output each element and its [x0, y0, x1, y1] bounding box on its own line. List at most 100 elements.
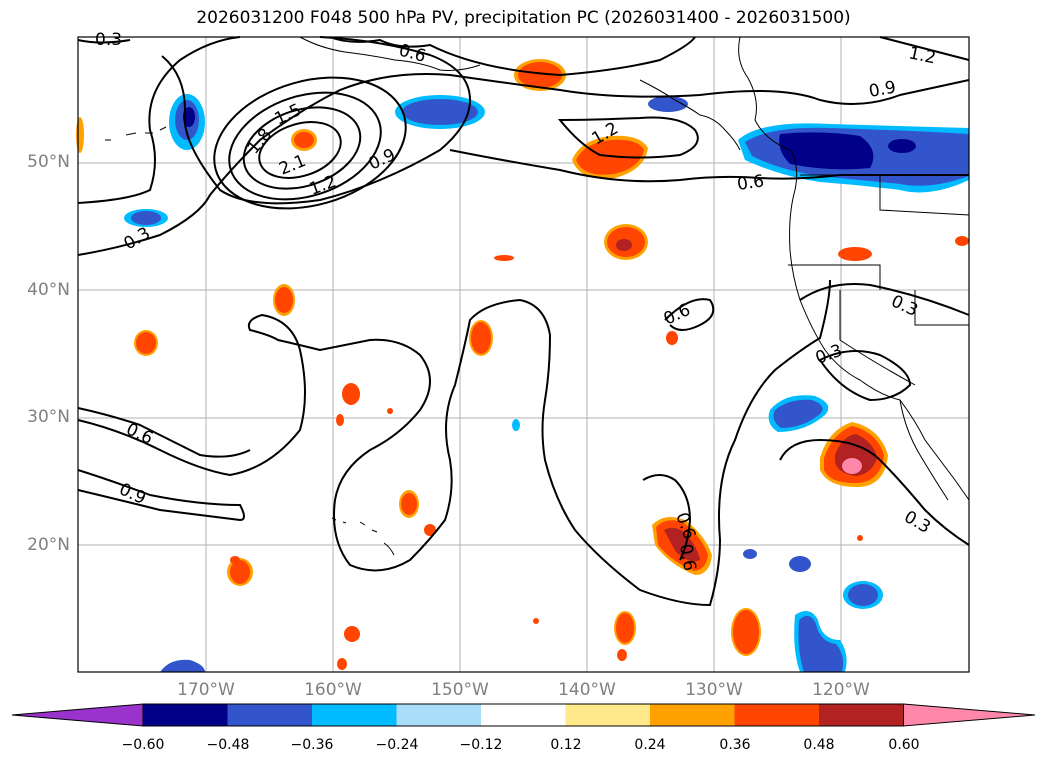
precip-blob: [576, 139, 644, 175]
pv-contour: [329, 36, 696, 77]
colorbar-tick-label: −0.12: [459, 737, 503, 753]
pv-contour: [642, 474, 692, 561]
map-frame: [77, 36, 970, 673]
precip-blob: [183, 107, 195, 127]
precip-blob: [471, 322, 491, 354]
precip-blob: [955, 236, 969, 246]
aleutian-islands: [105, 126, 167, 141]
pv-contour: [242, 106, 362, 190]
pv-contour: [879, 36, 970, 61]
contour-label: 0.6: [675, 542, 699, 572]
precip-blob: [857, 535, 863, 541]
lon-label-150w: 150°W: [431, 680, 489, 700]
precip-blob: [773, 399, 823, 428]
precip-blob: [666, 331, 678, 345]
lon-label-160w: 160°W: [304, 680, 362, 700]
contour-label: 0.9: [867, 78, 897, 102]
precip-blob: [512, 419, 520, 431]
contour-label: 0.3: [901, 507, 934, 538]
precip-blob: [342, 383, 360, 405]
colorbar-segment: [312, 704, 397, 726]
precip-blob: [888, 139, 916, 153]
colorbar-tick-label: 0.60: [888, 737, 920, 753]
pv-contour: [77, 39, 131, 44]
precip-blob: [842, 458, 862, 474]
precip-blob: [131, 211, 161, 225]
contour-label: 0.9: [366, 145, 399, 175]
precip-blob: [733, 610, 759, 654]
lon-label-120w: 120°W: [812, 680, 870, 700]
colorbar-segment: [143, 704, 228, 726]
precip-blob: [798, 615, 844, 672]
precip-blob: [648, 96, 688, 112]
map-plot[interactable]: 0.3 0.6 1.2 1.5 1.8 2.1 1.2 0.9 1.2 0.9 …: [0, 0, 1047, 700]
coastline-north-america: [738, 36, 970, 501]
precip-blob: [136, 332, 156, 354]
precip-blob: [275, 287, 293, 313]
precip-blob: [518, 62, 562, 88]
precip-blob: [617, 649, 627, 661]
pv-contour: [77, 279, 831, 607]
colorbar-tick-label: −0.60: [121, 737, 165, 753]
colorbar-tick-label: 0.12: [550, 737, 582, 753]
precip-blob: [401, 493, 417, 515]
precip-blob: [402, 99, 478, 125]
precip-blob: [779, 132, 874, 170]
precip-blob: [533, 618, 539, 624]
precip-blob: [838, 247, 872, 261]
pv-contour: [77, 36, 241, 204]
precip-blob: [743, 549, 757, 559]
pv-contour: [77, 407, 251, 458]
lat-label-20n: 20°N: [27, 535, 70, 555]
colorbar-tick-label: 0.24: [634, 737, 666, 753]
precip-blob: [294, 132, 314, 148]
pv-contours: [77, 36, 970, 607]
pv-contour: [77, 469, 245, 522]
colorbar-tick-label: −0.48: [206, 737, 250, 753]
precip-blob: [337, 658, 347, 670]
pv-contour: [779, 438, 970, 546]
precip-blob: [76, 117, 84, 153]
precip-blob: [616, 613, 634, 643]
precip-blob: [848, 584, 878, 606]
colorbar-segment: [819, 704, 904, 726]
coastline-alaska-panhandle: [639, 79, 741, 151]
lon-label-170w: 170°W: [177, 680, 235, 700]
pv-contour: [557, 116, 699, 159]
colorbar-segment: [650, 704, 735, 726]
colorbar-tick-label: 0.36: [719, 737, 751, 753]
contour-label: 0.3: [95, 30, 122, 50]
lon-label-140w: 140°W: [558, 680, 616, 700]
colorbar-segment: [734, 704, 819, 726]
coastline-baja: [899, 399, 949, 501]
colorbar-extend-max: [903, 703, 1036, 727]
contour-label: 0.3: [121, 223, 154, 254]
colorbar-segment: [396, 704, 481, 726]
colorbar-extend-min: [11, 703, 144, 727]
lon-label-130w: 130°W: [685, 680, 743, 700]
precip-blob: [494, 255, 514, 261]
pv-contour: [664, 298, 715, 331]
pv-contour: [161, 36, 472, 205]
map-title: 2026031200 F048 500 hPa PV, precipitatio…: [196, 8, 851, 28]
coastlines: [299, 36, 970, 501]
precip-blob: [789, 556, 811, 572]
precip-blob: [424, 524, 436, 536]
pv-contour: [818, 350, 912, 402]
contour-label: 0.6: [397, 41, 428, 67]
colorbar-tick-label: −0.24: [375, 737, 419, 753]
precip-blob: [664, 527, 700, 562]
contour-label: 0.6: [736, 171, 766, 195]
colorbar: [11, 703, 1036, 727]
colorbar-segment: [481, 704, 566, 726]
pv-contour: [449, 149, 969, 183]
contour-label: 0.6: [661, 300, 694, 330]
colorbar-frame: [142, 703, 904, 727]
contour-label: 0.3: [813, 341, 845, 369]
precip-blob: [336, 414, 344, 426]
precip-blob: [616, 239, 632, 251]
precip-blob: [160, 659, 205, 672]
colorbar-tick-label: −0.36: [290, 737, 334, 753]
precip-blob: [344, 626, 360, 642]
precip-blob: [230, 556, 240, 564]
